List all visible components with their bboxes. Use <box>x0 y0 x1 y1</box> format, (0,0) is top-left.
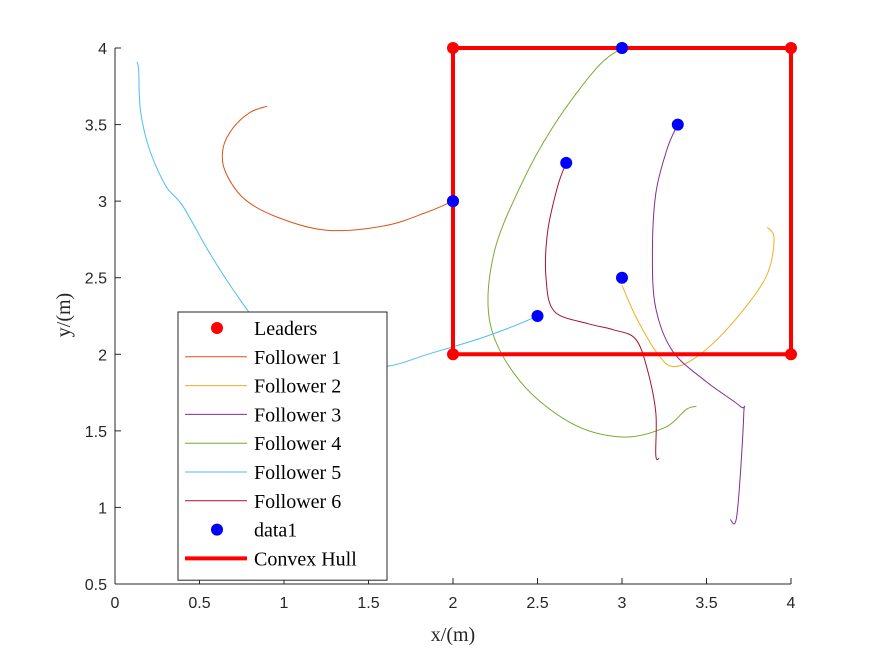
x-axis-label: x/(m) <box>431 624 475 646</box>
x-tick-label-1: 0 <box>111 595 120 612</box>
y-tick-label-5: 2.5 <box>85 271 107 288</box>
legend-label-follower-5: Follower 5 <box>254 462 341 484</box>
y-axis-label: y/(m) <box>53 293 75 337</box>
legend-marker-leaders <box>211 322 223 334</box>
x-tick-label-7: 3 <box>618 595 627 612</box>
legend-label-follower-2: Follower 2 <box>254 376 341 398</box>
series-follower-2-line <box>621 226 775 368</box>
x-tick-label-2: 0.5 <box>188 595 210 612</box>
data1-point-6 <box>531 310 544 322</box>
data1-point-3 <box>560 156 573 169</box>
x-tick-label-3: 1 <box>280 595 289 612</box>
x-tick-label-9: 4 <box>787 595 796 612</box>
legend-entry-follower-6: Follower 6 <box>185 491 341 513</box>
legend-label-follower-1: Follower 1 <box>254 347 341 369</box>
y-tick-label-7: 3.5 <box>85 118 107 135</box>
data1-point-1 <box>616 42 628 54</box>
legend-entry-follower-5: Follower 5 <box>185 462 341 484</box>
x-tick-label-5: 2 <box>449 595 458 612</box>
y-tick-label-4: 2 <box>98 347 107 364</box>
plot-area <box>136 42 797 525</box>
legend-marker-data1 <box>211 523 223 536</box>
x-tick-label-8: 3.5 <box>695 595 717 612</box>
y-tick-label-8: 4 <box>98 41 107 58</box>
legend-entry-follower-2: Follower 2 <box>185 376 341 398</box>
y-tick-label-2: 1 <box>98 500 107 517</box>
legend-entry-leaders: Leaders <box>211 318 318 340</box>
legend-label-data1: data1 <box>254 520 297 542</box>
convex-hull-line <box>451 46 793 357</box>
legend-entry-follower-3: Follower 3 <box>185 404 341 426</box>
legend-label-follower-6: Follower 6 <box>254 491 341 513</box>
y-tick-label-3: 1.5 <box>85 424 107 441</box>
series-follower-1-line <box>221 105 454 232</box>
legend-label-convex-hull: Convex Hull <box>254 548 357 570</box>
axes: 0 0.5 1 1.5 2 2.5 3 3.5 40.511.522.533.54 <box>85 41 796 612</box>
leader-point-5 <box>447 348 459 361</box>
x-tick-label-4: 1.5 <box>357 595 379 612</box>
leader-point-3 <box>785 42 797 54</box>
legend-entry-convex-hull: Convex Hull <box>185 548 357 570</box>
legend-entry-follower-1: Follower 1 <box>185 347 341 369</box>
series-follower-6-line <box>544 162 660 461</box>
data1-point-2 <box>671 118 684 131</box>
legend-label-follower-4: Follower 4 <box>254 433 341 455</box>
series-follower-4-line <box>487 47 697 438</box>
data1-point-5 <box>616 271 628 284</box>
series-follower-3-line <box>651 124 746 525</box>
y-tick-label-6: 3 <box>98 194 107 211</box>
legend-label-follower-3: Follower 3 <box>254 404 341 426</box>
legend-label-leaders: Leaders <box>254 318 318 340</box>
leader-point-1 <box>447 42 459 54</box>
data1-point-4 <box>447 195 459 208</box>
legend-entry-follower-4: Follower 4 <box>185 433 341 455</box>
legend: Leaders Follower 1 Follower 2 Follower 3 Fol… <box>177 311 388 581</box>
x-tick-label-6: 2.5 <box>526 595 548 612</box>
leader-point-6 <box>785 348 797 361</box>
legend-entry-data1: data1 <box>211 520 297 542</box>
y-tick-label-1: 0.5 <box>85 577 107 594</box>
